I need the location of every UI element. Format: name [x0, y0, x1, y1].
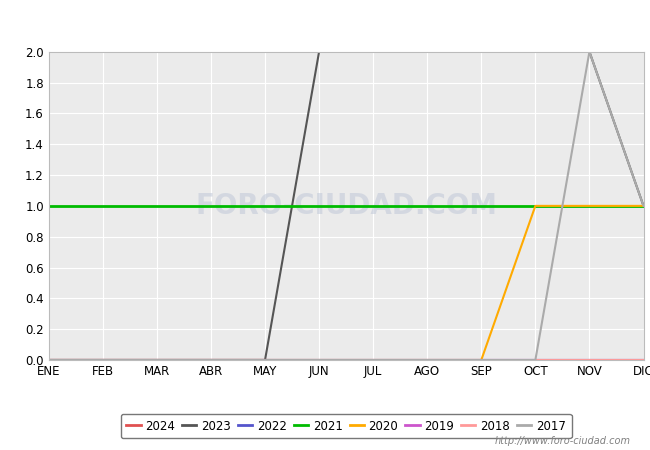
Text: Afiliados en Hornillos de Cameros a 31/5/2024: Afiliados en Hornillos de Cameros a 31/5… — [116, 16, 534, 31]
Text: FORO-CIUDAD.COM: FORO-CIUDAD.COM — [195, 192, 497, 220]
Text: http://www.foro-ciudad.com: http://www.foro-ciudad.com — [495, 436, 630, 446]
Legend: 2024, 2023, 2022, 2021, 2020, 2019, 2018, 2017: 2024, 2023, 2022, 2021, 2020, 2019, 2018… — [120, 414, 572, 438]
